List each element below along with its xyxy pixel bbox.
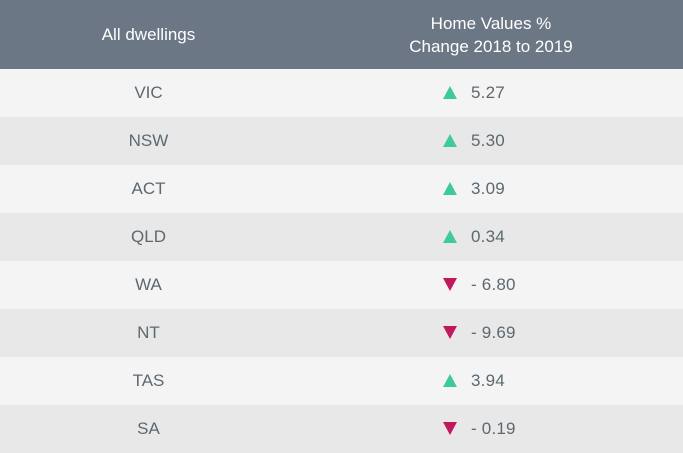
change-cell: 5.30 [297, 131, 683, 151]
triangle-up-icon [443, 374, 461, 388]
change-value: 0.34 [471, 227, 505, 246]
change-cell: - 6.80 [297, 275, 683, 295]
triangle-down-icon [443, 326, 461, 340]
column-header-change-line1: Home Values % [430, 13, 552, 33]
region-cell: NSW [128, 131, 169, 150]
region-cell: NT [137, 323, 160, 342]
change-value: 5.30 [471, 131, 505, 150]
table-row: VIC 5.27 [0, 69, 683, 117]
table-row: SA - 0.19 [0, 405, 683, 453]
change-cell: - 9.69 [297, 323, 683, 343]
triangle-up-icon [443, 134, 461, 148]
region-cell: VIC [134, 83, 163, 102]
change-value: - 0.19 [471, 419, 516, 438]
table-row: WA - 6.80 [0, 261, 683, 309]
table-row: NSW 5.30 [0, 117, 683, 165]
triangle-up-icon [443, 86, 461, 100]
column-header-change: Home Values % Change 2018 to 2019 [297, 12, 683, 58]
change-value: 3.09 [471, 179, 505, 198]
region-cell: ACT [131, 179, 166, 198]
table-row: TAS 3.94 [0, 357, 683, 405]
change-value: 5.27 [471, 83, 505, 102]
table-row: NT - 9.69 [0, 309, 683, 357]
change-cell: 3.94 [297, 371, 683, 391]
change-value: - 9.69 [471, 323, 516, 342]
region-cell: SA [137, 419, 160, 438]
region-cell: TAS [132, 371, 165, 390]
column-header-change-line2: Change 2018 to 2019 [409, 36, 573, 56]
region-cell: QLD [131, 227, 166, 246]
triangle-up-icon [443, 230, 461, 244]
triangle-down-icon [443, 422, 461, 436]
change-cell: 5.27 [297, 83, 683, 103]
triangle-down-icon [443, 278, 461, 292]
table-header: All dwellings Home Values % Change 2018 … [0, 0, 683, 69]
column-header-dwellings: All dwellings [101, 24, 196, 44]
change-cell: 0.34 [297, 227, 683, 247]
region-cell: WA [135, 275, 162, 294]
change-value: - 6.80 [471, 275, 516, 294]
change-cell: - 0.19 [297, 419, 683, 439]
table-row: QLD 0.34 [0, 213, 683, 261]
change-cell: 3.09 [297, 179, 683, 199]
table-row: ACT 3.09 [0, 165, 683, 213]
triangle-up-icon [443, 182, 461, 196]
change-value: 3.94 [471, 371, 505, 390]
